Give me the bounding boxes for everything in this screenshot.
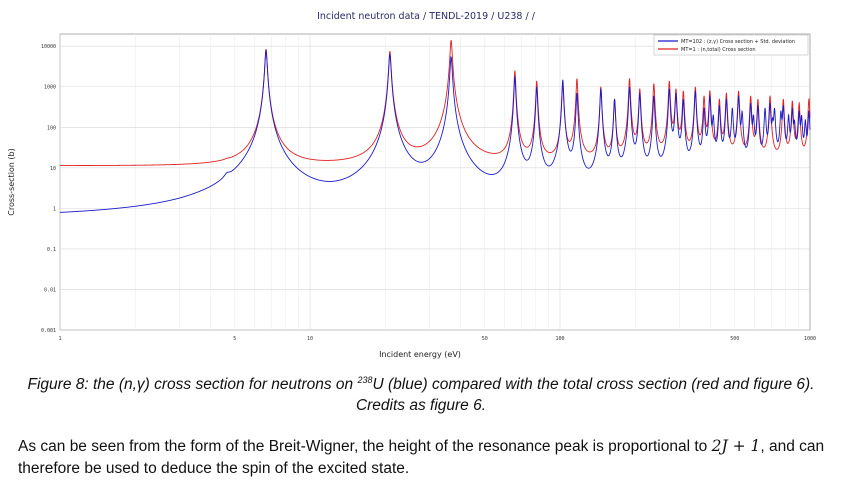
legend-label-total: MT=1 : (n,total) Cross section bbox=[681, 47, 756, 53]
y-tick-label: 100 bbox=[47, 125, 56, 131]
y-tick-label: 10000 bbox=[41, 44, 56, 50]
x-tick-label: 500 bbox=[730, 336, 739, 342]
x-tick-label: 1000 bbox=[804, 336, 816, 342]
x-tick-label: 1 bbox=[58, 336, 61, 342]
figure: 10000 1000 100 10 1 0.1 0.01 0.001 1 5 10 50 100 500… bbox=[7, 11, 816, 359]
legend-label-capture: MT=102 : (z,γ) Cross section + Std. devi… bbox=[681, 39, 795, 45]
x-tick-label: 50 bbox=[482, 336, 488, 342]
caption-prefix: Figure 8: the (n,γ) cross section for ne… bbox=[27, 376, 358, 393]
legend-box bbox=[653, 34, 809, 56]
paragraph-text-1: As can be seen from the form of the Brei… bbox=[18, 438, 712, 455]
series-line bbox=[60, 39, 811, 166]
y-tick-label: 10 bbox=[50, 166, 56, 172]
y-tick-label: 1000 bbox=[44, 85, 56, 91]
y-axis-label: Cross-section (b) bbox=[7, 148, 16, 216]
y-tick-labels: 10000 1000 100 10 1 0.1 0.01 0.001 bbox=[41, 44, 56, 334]
isotope-mass-number: 238 bbox=[357, 375, 373, 385]
plot-area bbox=[59, 33, 811, 331]
isotope-symbol: U bbox=[372, 376, 384, 393]
cross-section-chart: 10000 1000 100 10 1 0.1 0.01 0.001 1 5 10 50 100 500… bbox=[7, 11, 816, 359]
grid-lines bbox=[59, 34, 810, 331]
x-tick-labels: 1 5 10 50 100 500 1000 bbox=[58, 336, 816, 342]
y-tick-label: 0.001 bbox=[41, 328, 56, 334]
paragraph-text-2: , and can therefore be used to deduce th… bbox=[18, 438, 825, 477]
x-tick-label: 10 bbox=[307, 336, 313, 342]
spin-formula: 2J + 1 bbox=[711, 437, 761, 455]
y-tick-label: 1 bbox=[53, 206, 56, 212]
series-lines bbox=[59, 39, 811, 213]
x-tick-label: 100 bbox=[555, 336, 564, 342]
series-line bbox=[59, 50, 811, 213]
x-tick-label: 5 bbox=[233, 336, 236, 342]
figure-caption: Figure 8: the (n,γ) cross section for ne… bbox=[18, 370, 824, 416]
x-axis-label: Incident energy (eV) bbox=[379, 350, 461, 359]
chart-title: Incident neutron data / TENDL-2019 / U23… bbox=[317, 11, 536, 22]
y-tick-label: 0.01 bbox=[44, 287, 56, 293]
body-paragraph: As can be seen from the form of the Brei… bbox=[18, 435, 828, 480]
y-tick-label: 0.1 bbox=[47, 247, 56, 253]
legend: MT=102 : (z,γ) Cross section + Std. devi… bbox=[653, 34, 809, 56]
caption-suffix: (blue) compared with the total cross sec… bbox=[355, 376, 815, 414]
